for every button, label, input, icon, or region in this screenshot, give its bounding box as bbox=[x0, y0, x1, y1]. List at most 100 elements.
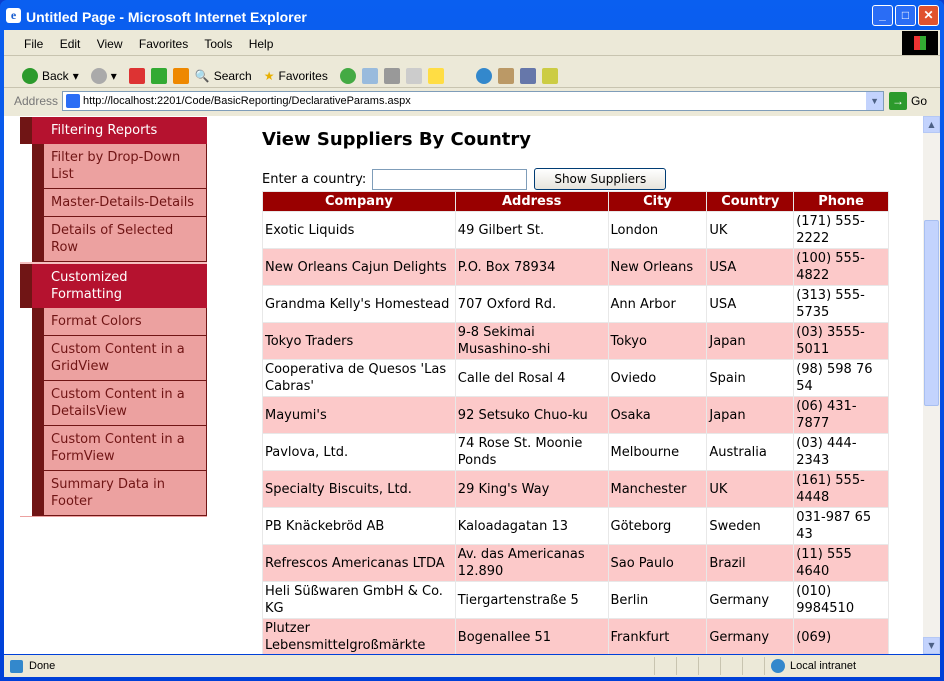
title-bar: e Untitled Page - Microsoft Internet Exp… bbox=[0, 0, 944, 30]
column-header-country: Country bbox=[706, 191, 795, 212]
cell-country: Germany bbox=[706, 618, 795, 654]
back-button[interactable]: Back ▾ bbox=[22, 67, 79, 84]
forward-arrow-icon bbox=[90, 67, 107, 84]
maximize-button[interactable]: □ bbox=[895, 5, 916, 26]
nav-section-filtering-reports[interactable]: Filtering Reports bbox=[20, 117, 207, 144]
search-icon: 🔍 bbox=[194, 68, 210, 83]
table-row: Plutzer Lebensmittelgroßmärkte Bogenallee… bbox=[262, 618, 889, 654]
suppliers-table: Company Address City Country Phone Exotic Li… bbox=[262, 191, 889, 654]
search-button[interactable]: 🔍 Search bbox=[194, 68, 252, 83]
messenger-icon[interactable] bbox=[519, 67, 536, 84]
print-icon[interactable] bbox=[383, 67, 400, 84]
go-button[interactable]: → Go bbox=[889, 92, 927, 110]
cell-country: Australia bbox=[706, 433, 795, 471]
cell-address: 9-8 Sekimai Musashino-shi bbox=[454, 322, 609, 360]
cell-address: 707 Oxford Rd. bbox=[454, 285, 609, 323]
nav-item-format-colors[interactable]: Format Colors bbox=[44, 308, 207, 336]
cell-address: P.O. Box 78934 bbox=[454, 248, 609, 286]
scroll-up-icon[interactable]: ▲ bbox=[923, 116, 940, 133]
cell-city: London bbox=[607, 211, 708, 249]
cell-phone: (100) 555-4822 bbox=[793, 248, 889, 286]
cell-address: 74 Rose St. Moonie Ponds bbox=[454, 433, 609, 471]
cell-address: 92 Setsuko Chuo-ku bbox=[454, 396, 609, 434]
scroll-down-icon[interactable]: ▼ bbox=[923, 637, 940, 654]
sidebar-nav: Filtering Reports Filter by Drop-Down Li… bbox=[20, 117, 207, 517]
cell-country: Brazil bbox=[706, 544, 795, 582]
nav-item-detailsview[interactable]: Custom Content in a DetailsView bbox=[44, 381, 207, 426]
table-row: Heli Süßwaren GmbH & Co. KG Tiergartenstr… bbox=[262, 581, 889, 619]
window-title: Untitled Page - Microsoft Internet Explo… bbox=[26, 9, 307, 25]
cell-phone: (98) 598 76 54 bbox=[793, 359, 889, 397]
home-icon[interactable] bbox=[172, 67, 189, 84]
cell-city: Manchester bbox=[607, 470, 708, 508]
cell-company: PB Knäckebröd AB bbox=[262, 507, 456, 545]
address-input[interactable]: http://localhost:2201/Code/BasicReportin… bbox=[62, 91, 885, 111]
page-done-icon bbox=[10, 659, 23, 673]
cell-address: 29 King's Way bbox=[454, 470, 609, 508]
mail-icon[interactable] bbox=[361, 67, 378, 84]
cell-city: New Orleans bbox=[607, 248, 708, 286]
country-label: Enter a country: bbox=[262, 171, 367, 187]
status-bar: Done Local intranet bbox=[4, 655, 940, 677]
show-suppliers-button[interactable]: Show Suppliers bbox=[534, 168, 667, 190]
menu-edit[interactable]: Edit bbox=[59, 37, 81, 51]
table-row: Refrescos Americanas LTDA Av. das America… bbox=[262, 544, 889, 582]
chevron-down-icon[interactable]: ▼ bbox=[866, 92, 884, 110]
nav-section-customized-formatting[interactable]: Customized Formatting bbox=[20, 264, 207, 308]
country-input[interactable] bbox=[372, 168, 528, 190]
table-row: New Orleans Cajun Delights P.O. Box 78934… bbox=[262, 248, 889, 286]
cell-company: Specialty Biscuits, Ltd. bbox=[262, 470, 456, 508]
address-url: http://localhost:2201/Code/BasicReportin… bbox=[83, 95, 411, 107]
favorites-button[interactable]: ★ Favorites bbox=[263, 68, 328, 83]
menu-help[interactable]: Help bbox=[248, 37, 274, 51]
edit-icon[interactable] bbox=[405, 67, 422, 84]
forward-button[interactable]: ▾ bbox=[90, 67, 117, 84]
cell-address: Calle del Rosal 4 bbox=[454, 359, 609, 397]
globe-icon[interactable] bbox=[475, 67, 492, 84]
minimize-button[interactable]: _ bbox=[872, 5, 893, 26]
cell-phone: 031-987 65 43 bbox=[793, 507, 889, 545]
menu-file[interactable]: File bbox=[24, 37, 44, 51]
vertical-scrollbar[interactable]: ▲ ▼ bbox=[923, 116, 940, 654]
cell-city: Oviedo bbox=[607, 359, 708, 397]
nav-item-formview[interactable]: Custom Content in a FormView bbox=[44, 426, 207, 471]
cell-city: Ann Arbor bbox=[607, 285, 708, 323]
cell-company: Cooperativa de Quesos 'Las Cabras' bbox=[262, 359, 456, 397]
star-icon: ★ bbox=[263, 68, 275, 83]
cell-country: Spain bbox=[706, 359, 795, 397]
cell-company: Plutzer Lebensmittelgroßmärkte bbox=[262, 618, 456, 654]
research-icon[interactable] bbox=[497, 67, 514, 84]
table-row: Cooperativa de Quesos 'Las Cabras' Calle … bbox=[262, 359, 889, 397]
page-icon bbox=[66, 94, 81, 108]
menu-view[interactable]: View bbox=[96, 37, 123, 51]
page-viewport: Filtering Reports Filter by Drop-Down Li… bbox=[4, 116, 940, 654]
cell-company: New Orleans Cajun Delights bbox=[262, 248, 456, 286]
windows-logo-icon bbox=[902, 31, 938, 55]
table-row: PB Knäckebröd AB Kaloadagatan 13 Göteborg S… bbox=[262, 507, 889, 545]
cell-phone: (03) 3555-5011 bbox=[793, 322, 889, 360]
scroll-thumb[interactable] bbox=[924, 220, 939, 406]
close-button[interactable]: ✕ bbox=[918, 5, 939, 26]
stop-icon[interactable] bbox=[128, 67, 145, 84]
menu-bar: File Edit View Favorites Tools Help bbox=[4, 30, 940, 56]
discuss-icon[interactable] bbox=[427, 67, 444, 84]
refresh-icon[interactable] bbox=[150, 67, 167, 84]
tool-icon[interactable] bbox=[541, 67, 558, 84]
nav-item-details-selected-row[interactable]: Details of Selected Row bbox=[44, 217, 207, 262]
history-icon[interactable] bbox=[339, 67, 356, 84]
nav-item-summary-footer[interactable]: Summary Data in Footer bbox=[44, 471, 207, 516]
menu-tools[interactable]: Tools bbox=[204, 37, 233, 51]
cell-phone: (171) 555-2222 bbox=[793, 211, 889, 249]
cell-company: Grandma Kelly's Homestead bbox=[262, 285, 456, 323]
menu-favorites[interactable]: Favorites bbox=[138, 37, 189, 51]
nav-item-gridview[interactable]: Custom Content in a GridView bbox=[44, 336, 207, 381]
cell-company: Tokyo Traders bbox=[262, 322, 456, 360]
go-arrow-icon: → bbox=[889, 92, 908, 110]
cell-city: Tokyo bbox=[607, 322, 708, 360]
cell-country: USA bbox=[706, 285, 795, 323]
nav-item-master-details[interactable]: Master-Details-Details bbox=[44, 189, 207, 217]
nav-item-filter-dropdown[interactable]: Filter by Drop-Down List bbox=[44, 144, 207, 189]
column-header-city: City bbox=[607, 191, 708, 212]
cell-country: USA bbox=[706, 248, 795, 286]
